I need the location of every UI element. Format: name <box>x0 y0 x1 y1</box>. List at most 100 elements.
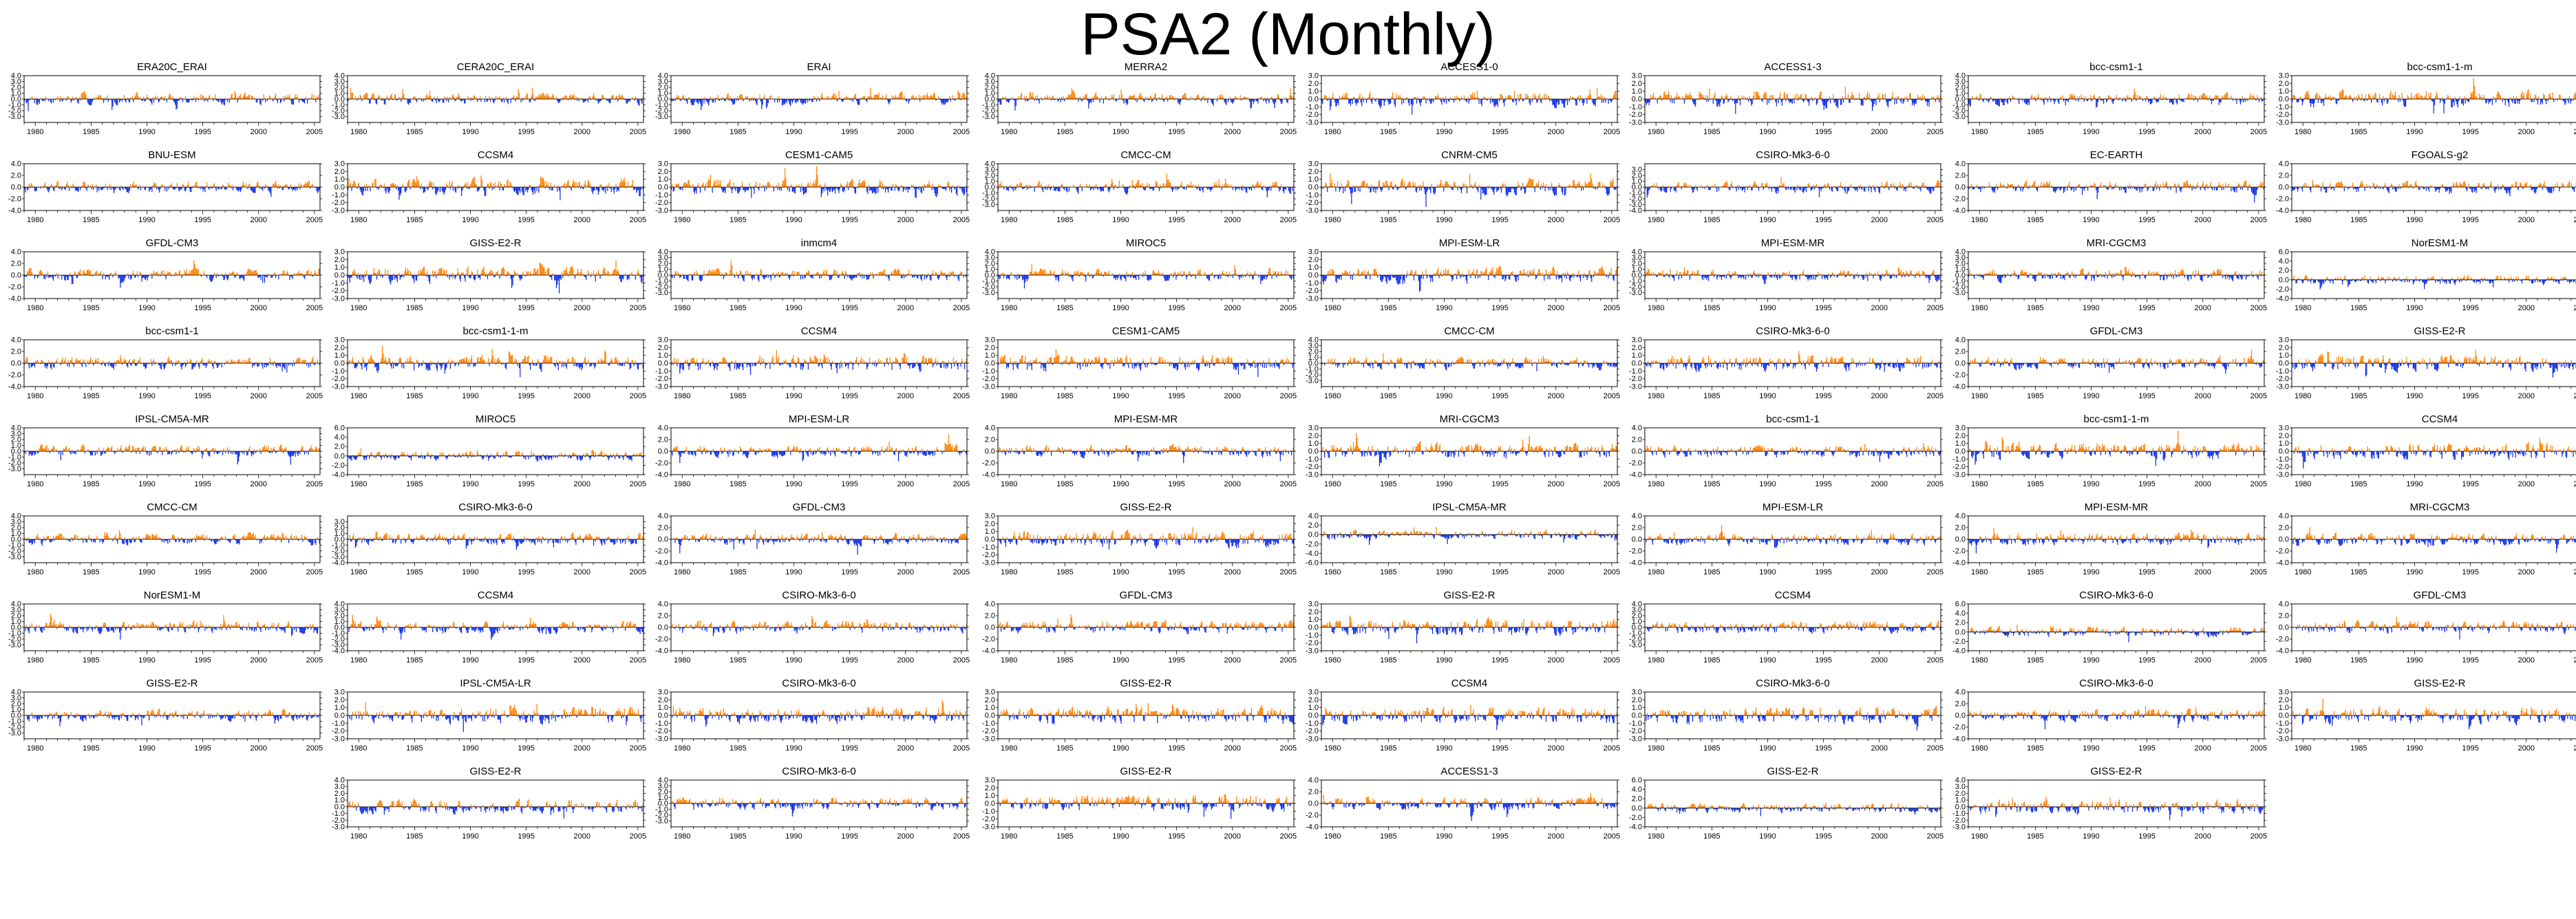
bar <box>359 187 361 191</box>
bar <box>597 187 599 195</box>
bar <box>446 183 447 187</box>
bar <box>1337 99 1339 103</box>
bar <box>2544 99 2546 101</box>
bar <box>1151 187 1153 189</box>
bar <box>1484 97 1485 99</box>
bar <box>32 98 34 99</box>
bar <box>637 187 638 191</box>
bar <box>1480 99 1482 104</box>
bar <box>1368 186 1370 187</box>
bar <box>1046 186 1047 187</box>
bar <box>365 93 366 99</box>
bar <box>1650 186 1652 187</box>
bar <box>1504 183 1506 187</box>
bar <box>469 98 471 99</box>
bar <box>292 99 295 105</box>
bar <box>706 186 707 187</box>
bar <box>2129 97 2131 99</box>
bar <box>718 99 720 101</box>
bar <box>2135 92 2136 99</box>
bar <box>295 187 297 188</box>
bar <box>1046 97 1047 99</box>
bar <box>187 184 188 187</box>
bar <box>1182 187 1183 188</box>
bar <box>1016 98 1018 99</box>
bar <box>83 91 85 99</box>
bar <box>1500 187 1502 193</box>
bar <box>822 98 824 99</box>
bar <box>2482 97 2484 99</box>
bar <box>133 99 134 102</box>
bar <box>140 187 142 191</box>
bar <box>571 184 573 187</box>
bar <box>1173 99 1175 100</box>
bar <box>1356 99 1358 104</box>
bar <box>432 99 434 102</box>
bar <box>2047 99 2049 102</box>
bar <box>1579 95 1582 99</box>
bar <box>817 98 818 99</box>
bar <box>253 187 254 193</box>
bar <box>1393 98 1394 99</box>
panel-title: ACCESS1-3 <box>1764 61 1821 73</box>
bar <box>206 182 208 187</box>
bar <box>1170 182 1171 187</box>
bar <box>1652 95 1654 99</box>
bar <box>827 187 829 196</box>
bar <box>180 97 182 99</box>
bar <box>448 99 449 102</box>
bar <box>379 185 381 187</box>
bar <box>1064 99 1065 102</box>
bar <box>781 99 783 105</box>
bar <box>2346 96 2348 99</box>
bar <box>529 184 530 187</box>
bar <box>2465 97 2467 99</box>
bar <box>56 182 58 187</box>
y-tick-label: 2.0 <box>334 168 345 176</box>
bar <box>2012 96 2014 99</box>
bar <box>591 187 593 192</box>
bar <box>76 97 77 99</box>
bar <box>745 96 747 99</box>
bar <box>590 187 592 188</box>
bar <box>2399 99 2401 102</box>
bar <box>310 96 312 99</box>
bar <box>2514 99 2515 104</box>
bar <box>2342 89 2343 99</box>
chart-panel: CSIRO-Mk3-6-0 3.0 2.0 1.0 0.0 -1.0 -2.0 -3.0 -4.… <box>1624 143 1948 224</box>
bar <box>1086 94 1087 99</box>
bar <box>724 99 725 102</box>
bar <box>2089 98 2091 99</box>
bar <box>872 98 873 99</box>
bar <box>883 98 884 99</box>
bar <box>847 98 849 99</box>
y-tick-label: 3.0 <box>1632 72 1642 80</box>
bar <box>1594 186 1595 187</box>
bar <box>1933 96 1935 99</box>
bar <box>710 174 712 187</box>
bar <box>1244 96 1246 99</box>
bar <box>1669 95 1670 99</box>
bar <box>159 187 160 193</box>
bar <box>897 97 900 99</box>
bar <box>209 187 211 189</box>
bar <box>1076 97 1078 99</box>
bar <box>1365 184 1367 187</box>
bar <box>571 96 572 99</box>
bar <box>2324 97 2325 99</box>
bar <box>277 99 279 103</box>
bar <box>2419 98 2420 99</box>
bar <box>1582 187 1584 191</box>
bar <box>774 99 776 102</box>
bar <box>999 99 1001 105</box>
bar <box>2165 96 2167 99</box>
bar <box>1553 99 1554 105</box>
x-tick-label: 1995 <box>841 216 858 224</box>
bar <box>414 96 416 99</box>
bar <box>445 97 447 99</box>
bar <box>435 187 436 194</box>
bar <box>944 99 946 105</box>
bar <box>1088 99 1089 109</box>
bar <box>540 96 542 99</box>
bar <box>121 99 123 102</box>
